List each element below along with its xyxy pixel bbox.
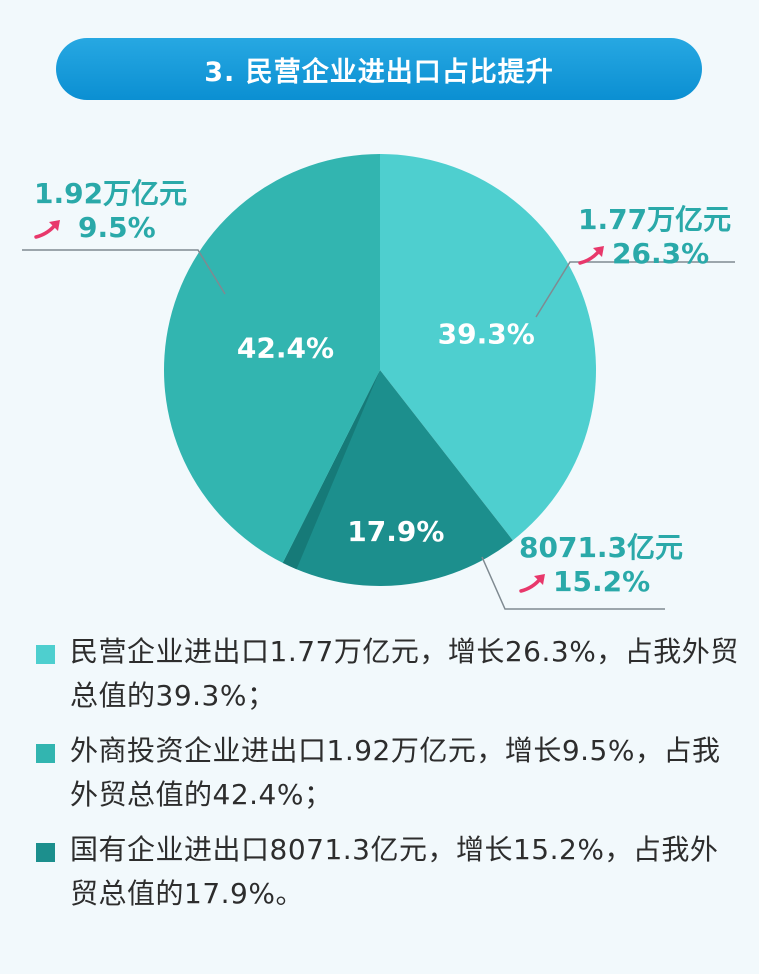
callout-private-amount: 1.77万亿元 — [578, 203, 732, 236]
legend-text-private: 民营企业进出口1.77万亿元，增长26.3%，占我外贸总值的39.3%； — [70, 635, 739, 712]
legend: 民营企业进出口1.77万亿元，增长26.3%，占我外贸总值的39.3%； 外商投… — [28, 630, 740, 927]
callout-state-growth: 15.2% — [553, 565, 651, 598]
legend-item-private: 民营企业进出口1.77万亿元，增长26.3%，占我外贸总值的39.3%； — [28, 630, 740, 718]
legend-text-state: 国有企业进出口8071.3亿元，增长15.2%，占我外贸总值的17.9%。 — [70, 833, 719, 910]
legend-swatch-foreign — [36, 744, 55, 763]
callout-private: 1.77万亿元 26.3% — [578, 203, 731, 271]
leader-line-private — [535, 261, 735, 318]
pie-slice-state — [282, 370, 513, 586]
legend-swatch-state — [36, 843, 55, 862]
legend-item-state: 国有企业进出口8071.3亿元，增长15.2%，占我外贸总值的17.9%。 — [28, 828, 740, 916]
legend-item-foreign: 外商投资企业进出口1.92万亿元，增长9.5%，占我外贸总值的42.4%； — [28, 729, 740, 817]
callout-foreign-growth: 9.5% — [78, 211, 156, 244]
up-arrow-icon — [34, 220, 60, 239]
up-arrow-icon — [578, 246, 604, 265]
leader-line-foreign — [22, 249, 226, 295]
legend-swatch-private — [36, 645, 55, 664]
pie-slice-foreign — [164, 154, 380, 563]
callout-state: 8071.3亿元 15.2% — [519, 531, 683, 599]
callout-foreign-amount: 1.92万亿元 — [34, 177, 188, 210]
up-arrow-icon — [519, 574, 545, 593]
callout-state-amount: 8071.3亿元 — [519, 531, 684, 564]
chart-title: 3. 民营企业进出口占比提升 — [56, 38, 702, 100]
slice-label-state: 17.9% — [347, 515, 444, 548]
pie-chart: 39.3% 17.9% 42.4% — [22, 154, 735, 610]
slice-label-foreign: 42.4% — [237, 332, 334, 365]
callout-foreign: 1.92万亿元 9.5% — [34, 177, 187, 245]
pie-slice-private — [380, 154, 596, 541]
pie-slice-state-shade — [282, 370, 380, 570]
callout-private-growth: 26.3% — [612, 237, 710, 270]
slice-label-private: 39.3% — [438, 317, 535, 350]
leader-line-state — [481, 556, 665, 610]
legend-text-foreign: 外商投资企业进出口1.92万亿元，增长9.5%，占我外贸总值的42.4%； — [70, 734, 721, 811]
